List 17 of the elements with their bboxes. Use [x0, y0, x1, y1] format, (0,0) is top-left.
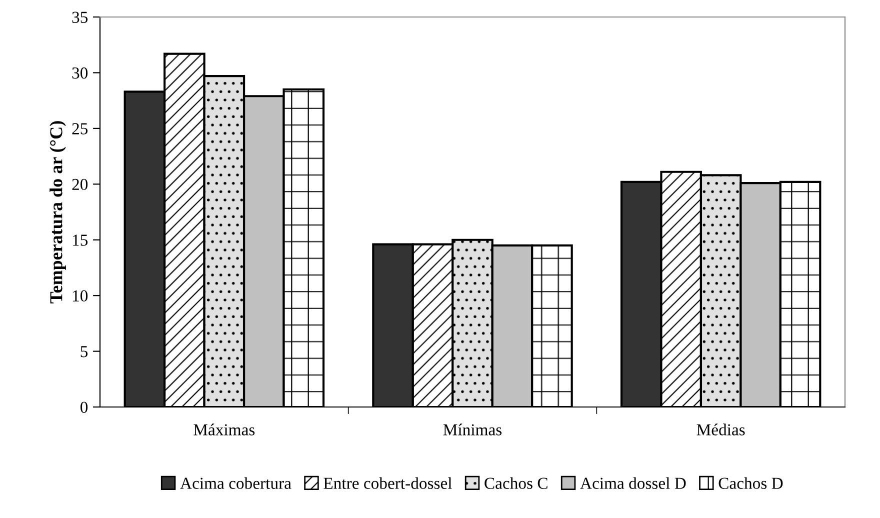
y-tick-label: 20: [72, 178, 88, 190]
x-tick-label: Mínimas: [443, 424, 502, 436]
y-tick-label: 15: [72, 234, 88, 246]
legend-label: Acima dossel D: [580, 477, 686, 489]
y-tick-label: 25: [72, 123, 88, 134]
legend-label: Cachos D: [718, 477, 783, 489]
legend-label: Entre cobert-dossel: [324, 477, 452, 489]
x-tick-label: Máximas: [194, 424, 255, 436]
legend-label: Cachos C: [484, 477, 548, 489]
y-tick-label: 0: [80, 402, 88, 413]
y-tick-label: 35: [72, 12, 88, 23]
y-tick-label: 5: [80, 346, 88, 358]
y-axis-title: Temperatura do ar (°C): [50, 121, 66, 304]
y-tick-label: 10: [72, 290, 88, 302]
legend-label: Acima cobertura: [180, 477, 292, 489]
y-tick-label: 30: [72, 67, 88, 79]
x-tick-label: Médias: [696, 424, 745, 436]
